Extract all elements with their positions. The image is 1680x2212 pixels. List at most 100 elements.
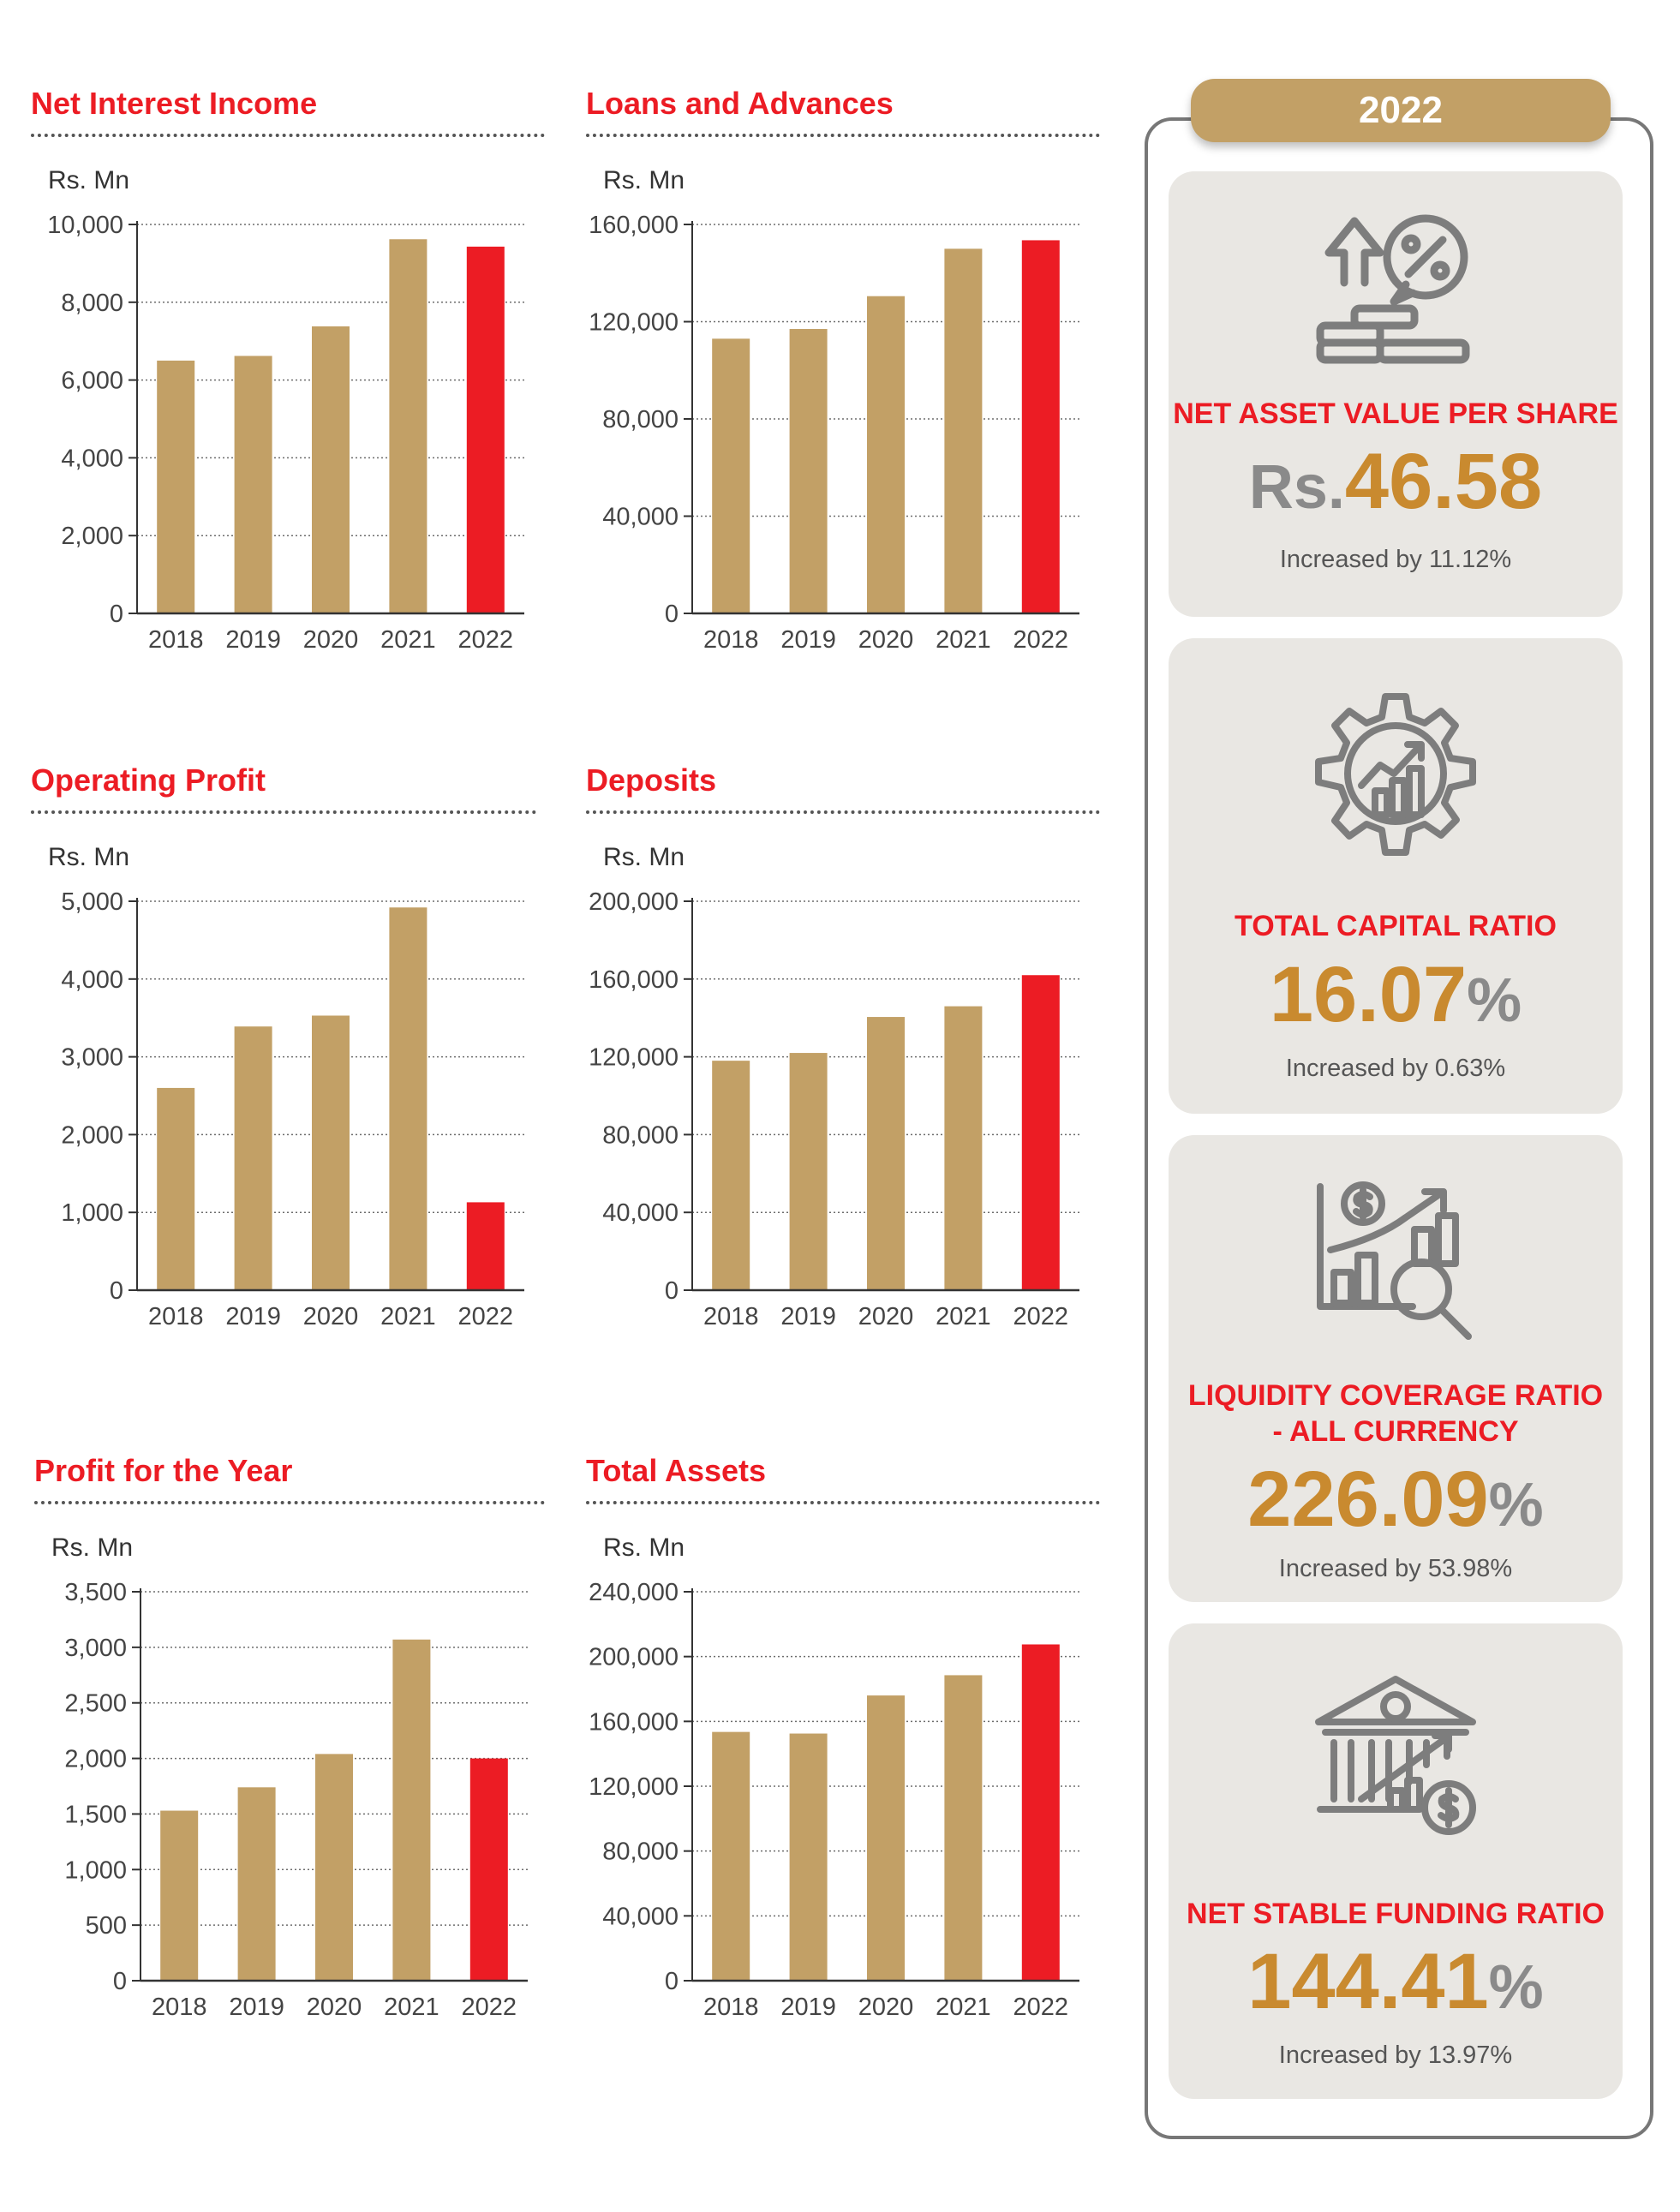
- chart-unit-label: Rs. Mn: [603, 843, 685, 871]
- chart-net-interest-income: Net Interest Income Rs. Mn 0 2,000 4,000 6,…: [31, 86, 553, 677]
- y-tick-label: 40,000: [602, 1199, 679, 1227]
- kpi-suffix: %: [1488, 1471, 1544, 1539]
- x-tick-label: 2022: [458, 1303, 514, 1330]
- chart-plot: 0 40,000 80,000 120,000 160,000 2018 2019 2020 2…: [589, 212, 1079, 654]
- bar-2019: [237, 1787, 276, 1981]
- x-tick-label: 2020: [307, 1994, 362, 2021]
- x-tick-label: 2019: [225, 626, 281, 654]
- bar-2021: [944, 1006, 983, 1290]
- x-tick-label: 2020: [303, 626, 359, 654]
- kpi-number: 16.07: [1269, 951, 1468, 1038]
- y-tick-label: 120,000: [589, 309, 679, 337]
- y-tick-label: 500: [86, 1912, 127, 1940]
- bar-2022: [1021, 240, 1060, 613]
- chart-plot: 0 40,000 80,000 120,000 160,000 200,000 2018 20…: [589, 888, 1079, 1330]
- gear-growth-chart-icon: [1315, 693, 1476, 856]
- chart-title: Net Interest Income: [31, 86, 318, 121]
- kpi-suffix: %: [1467, 966, 1522, 1035]
- y-tick-label: 0: [110, 601, 123, 628]
- kpi-suffix: %: [1488, 1953, 1544, 2022]
- title-divider: [34, 1501, 545, 1504]
- y-tick-label: 0: [113, 1968, 127, 1995]
- y-tick-label: 2,000: [64, 1746, 127, 1773]
- kpi-number: 226.09: [1247, 1456, 1489, 1543]
- bar-2018: [712, 1731, 750, 1981]
- chart-magnifier-dollar-icon: [1317, 1181, 1472, 1340]
- bar-2020: [867, 296, 905, 613]
- x-tick-label: 2019: [780, 626, 836, 654]
- y-tick-label: 3,500: [64, 1579, 127, 1606]
- kpi-card-nav-per-share: NET ASSET VALUE PER SHARE Rs.46.58 Incre…: [1169, 171, 1623, 617]
- kpi-value: Rs.46.58: [1169, 439, 1623, 530]
- y-tick-label: 1,500: [64, 1801, 127, 1828]
- chart-title: Total Assets: [586, 1453, 767, 1488]
- bank-dollar-growth-icon: [1315, 1676, 1476, 1835]
- x-tick-label: 2018: [148, 1303, 204, 1330]
- bar-2020: [315, 1754, 353, 1981]
- kpi-change: Increased by 0.63%: [1285, 1055, 1506, 1082]
- chart-plot: 0 40,000 80,000 120,000 160,000 200,000 240,00…: [589, 1579, 1079, 2021]
- title-divider: [586, 810, 1100, 814]
- x-tick-label: 2021: [936, 626, 991, 654]
- kpi-card-net-stable-funding-ratio: NET STABLE FUNDING RATIO 144.41% Increas…: [1169, 1623, 1623, 2099]
- kpi-value: 226.09%: [1169, 1456, 1623, 1548]
- title-divider: [586, 1501, 1100, 1504]
- bar-2022: [1021, 1644, 1060, 1981]
- bar-2019: [789, 1733, 828, 1981]
- kpi-label: NET ASSET VALUE PER SHARE: [1173, 398, 1618, 430]
- chart-unit-label: Rs. Mn: [603, 166, 685, 194]
- x-tick-label: 2022: [1013, 1994, 1069, 2021]
- kpi-label: TOTAL CAPITAL RATIO: [1235, 910, 1557, 942]
- y-tick-label: 2,000: [61, 1121, 123, 1149]
- kpi-card-total-capital-ratio: TOTAL CAPITAL RATIO 16.07% Increased by …: [1169, 638, 1623, 1114]
- x-tick-label: 2021: [380, 626, 436, 654]
- y-tick-label: 10,000: [47, 212, 123, 239]
- bar-2020: [312, 1015, 350, 1290]
- title-divider: [586, 134, 1100, 137]
- x-tick-label: 2021: [936, 1303, 991, 1330]
- x-tick-label: 2020: [303, 1303, 359, 1330]
- bar-2022: [466, 246, 505, 613]
- x-tick-label: 2022: [458, 626, 514, 654]
- bar-2021: [944, 1675, 983, 1981]
- y-tick-label: 6,000: [61, 368, 123, 395]
- bar-2022: [469, 1758, 508, 1981]
- bar-2020: [867, 1695, 905, 1981]
- x-tick-label: 2022: [462, 1994, 517, 2021]
- bar-2020: [312, 326, 350, 613]
- bar-2021: [389, 239, 427, 613]
- kpi-prefix: Rs.: [1248, 453, 1345, 522]
- y-tick-label: 8,000: [61, 290, 123, 317]
- chart-plot: 0 1,000 2,000 3,000 4,000 5,000 2018 2019 2020 20…: [61, 888, 524, 1330]
- bar-2022: [466, 1202, 505, 1290]
- y-tick-label: 5,000: [61, 888, 123, 916]
- bar-2019: [234, 1026, 272, 1290]
- y-tick-label: 80,000: [602, 1121, 679, 1149]
- bar-2018: [157, 1087, 195, 1290]
- kpi-number: 144.41: [1247, 1938, 1489, 2025]
- bar-2022: [1021, 975, 1060, 1290]
- x-tick-label: 2019: [780, 1994, 836, 2021]
- x-tick-label: 2020: [858, 1994, 914, 2021]
- x-tick-label: 2018: [703, 626, 759, 654]
- chart-plot: 0 2,000 4,000 6,000 8,000 10,000 2018 2019 2020 2…: [47, 212, 524, 654]
- y-tick-label: 40,000: [602, 504, 679, 531]
- bar-2021: [389, 907, 427, 1290]
- kpi-change: Increased by 53.98%: [1278, 1555, 1513, 1582]
- x-tick-label: 2018: [703, 1303, 759, 1330]
- chart-unit-label: Rs. Mn: [48, 843, 130, 871]
- x-tick-label: 2021: [384, 1994, 439, 2021]
- chart-profit-for-the-year: Profit for the Year Rs. Mn 0 500 1,000 1,50…: [34, 1453, 557, 2044]
- kpi-label: NET STABLE FUNDING RATIO: [1187, 1898, 1605, 1930]
- y-tick-label: 3,000: [64, 1635, 127, 1662]
- kpi-card-liquidity-coverage-ratio: LIQUIDITY COVERAGE RATIO - ALL CURRENCY …: [1169, 1135, 1623, 1602]
- x-tick-label: 2021: [380, 1303, 436, 1330]
- y-tick-label: 80,000: [602, 1838, 679, 1866]
- y-tick-label: 2,500: [64, 1690, 127, 1718]
- x-tick-label: 2019: [780, 1303, 836, 1330]
- y-tick-label: 40,000: [602, 1903, 679, 1930]
- y-tick-label: 240,000: [589, 1579, 679, 1606]
- bar-2018: [160, 1810, 199, 1981]
- title-divider: [31, 134, 545, 137]
- chart-deposits: Deposits Rs. Mn 0 40,000 80,000 120,000 160,…: [586, 762, 1109, 1354]
